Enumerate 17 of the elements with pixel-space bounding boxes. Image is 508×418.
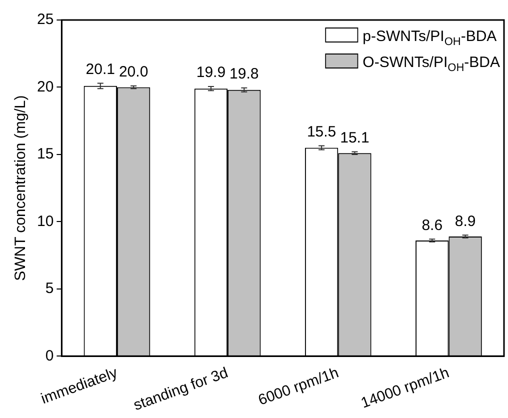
y-tick-label: 5: [45, 280, 54, 298]
data-label: 8.9: [454, 212, 476, 230]
data-label: 19.9: [196, 64, 226, 82]
data-label: 15.1: [340, 129, 370, 146]
y-tick-label: 0: [45, 347, 54, 364]
data-label: 19.8: [230, 66, 259, 83]
data-label: 20.0: [118, 64, 148, 81]
x-tick-label: 14000 rpm/1h: [358, 364, 452, 412]
y-axis-title: SWNT concentration (mg/L): [12, 95, 30, 281]
x-tick-label: 6000 rpm/1h: [256, 364, 341, 410]
y-tick-label: 10: [36, 212, 54, 230]
data-label: 15.5: [306, 123, 336, 140]
data-label: 20.1: [86, 60, 115, 78]
y-tick-label: 15: [36, 146, 54, 163]
data-label: 8.6: [422, 216, 443, 234]
y-tick-label: 25: [36, 11, 54, 28]
y-tick-label: 20: [36, 78, 54, 96]
